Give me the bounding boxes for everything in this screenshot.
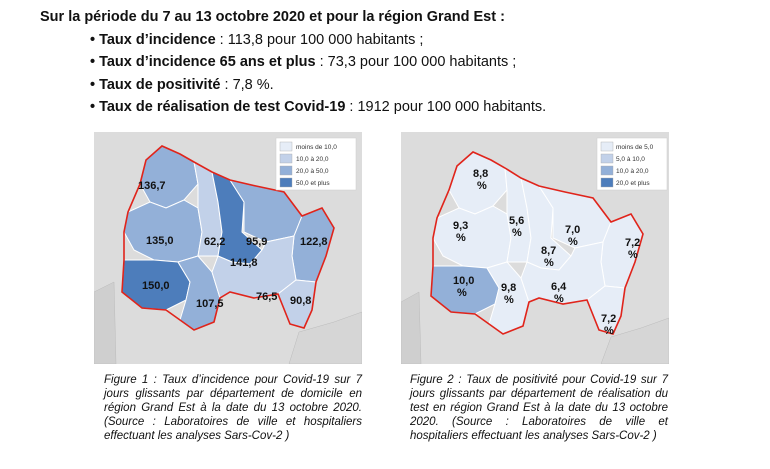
bullet-label: Taux de positivité [99, 76, 221, 93]
svg-text:%: % [604, 325, 614, 337]
bullet-text: : 1912 pour 100 000 habitants. [345, 99, 547, 115]
bullet-text: : 113,8 pour 100 000 habitants ; [215, 31, 424, 48]
value-label-vosges: 6,4% [551, 281, 567, 305]
value-label-meuse: 62,2 [204, 236, 225, 248]
list-item: • Taux de positivité : 7,8 %. [90, 74, 760, 97]
svg-text:%: % [554, 293, 564, 305]
incidence-map: moins de 10,0 10,0 à 20,0 20,0 à 50,0 50… [94, 132, 362, 364]
positivity-map: moins de 5,0 5,0 à 10,0 10,0 à 20,0 20,0… [401, 132, 669, 364]
value-label-ardennes: 8,8% [473, 168, 488, 192]
svg-text:%: % [477, 180, 487, 192]
bullet-label: Taux d’incidence 65 ans et plus [99, 54, 316, 70]
svg-text:%: % [457, 287, 467, 299]
svg-text:%: % [512, 227, 522, 239]
incidence-map-svg: moins de 10,0 10,0 à 20,0 20,0 à 50,0 50… [94, 132, 362, 364]
legend-label: moins de 5,0 [616, 144, 654, 151]
positivity-map-svg: moins de 5,0 5,0 à 10,0 10,0 à 20,0 20,0… [401, 132, 669, 364]
svg-text:9,8: 9,8 [501, 282, 516, 294]
legend-label: 20,0 et plus [616, 180, 650, 187]
legend-swatch [279, 141, 293, 152]
svg-text:5,6: 5,6 [509, 215, 524, 227]
legend-label: 5,0 à 10,0 [616, 156, 645, 163]
svg-text:7,2: 7,2 [625, 237, 640, 249]
svg-text:%: % [628, 249, 638, 261]
svg-text:8,8: 8,8 [473, 168, 488, 180]
value-label-moselle: 95,9 [246, 236, 267, 248]
svg-text:%: % [568, 236, 578, 248]
value-label-marne: 135,0 [146, 235, 174, 247]
figure-2-caption: Figure 2 : Taux de positivité pour Covid… [410, 374, 668, 442]
value-label-vosges: 76,5 [256, 291, 277, 303]
legend-label: 50,0 et plus [296, 180, 330, 187]
value-label-meurthe-et-moselle: 141,8 [230, 257, 258, 269]
svg-text:9,3: 9,3 [453, 220, 468, 232]
svg-text:6,4: 6,4 [551, 281, 567, 293]
bullet-text: : 7,8 %. [220, 76, 274, 93]
list-item: • Taux d’incidence 65 ans et plus : 73,3 … [90, 51, 760, 74]
value-label-aube: 10,0% [453, 275, 474, 299]
value-label-haut-rhin: 7,2% [601, 313, 616, 337]
value-label-haute-marne: 107,5 [196, 298, 224, 310]
bullet-icon: • [90, 99, 96, 115]
legend-label: 20,0 à 50,0 [296, 168, 329, 175]
bullet-icon: • [90, 31, 96, 48]
legend-swatch [279, 165, 293, 176]
svg-text:8,7: 8,7 [541, 245, 556, 257]
value-label-bas-rhin: 122,8 [300, 236, 328, 248]
value-label-meuse: 5,6% [509, 215, 524, 239]
summary-heading: Sur la période du 7 au 13 octobre 2020 e… [40, 9, 505, 25]
value-label-haute-marne: 9,8% [501, 282, 516, 306]
legend-label: 10,0 à 20,0 [296, 156, 329, 163]
figure-1-caption: Figure 1 : Taux d’incidence pour Covid-1… [104, 374, 362, 442]
svg-text:7,0: 7,0 [565, 224, 580, 236]
bullet-label: Taux d’incidence [99, 31, 216, 48]
legend-swatch [600, 153, 614, 164]
value-label-haut-rhin: 90,8 [290, 295, 311, 307]
summary-list: • Taux d’incidence : 113,8 pour 100 000 h… [40, 29, 760, 119]
legend-label: 10,0 à 20,0 [616, 168, 649, 175]
svg-text:%: % [544, 257, 554, 269]
bullet-text: : 73,3 pour 100 000 habitants ; [315, 54, 517, 70]
svg-text:%: % [456, 232, 466, 244]
value-label-ardennes: 136,7 [138, 180, 166, 192]
legend-swatch [600, 177, 614, 188]
value-label-bas-rhin: 7,2% [625, 237, 640, 261]
value-label-meurthe-et-moselle: 8,7% [541, 245, 556, 269]
legend-swatch [279, 177, 293, 188]
legend-swatch [600, 141, 614, 152]
bullet-icon: • [90, 54, 96, 70]
value-label-aube: 150,0 [142, 280, 170, 292]
svg-text:7,2: 7,2 [601, 313, 616, 325]
legend-swatch [279, 153, 293, 164]
bullet-icon: • [90, 76, 96, 93]
svg-text:%: % [504, 294, 514, 306]
value-label-moselle: 7,0% [565, 224, 580, 248]
legend-label: moins de 10,0 [296, 144, 337, 151]
list-item: • Taux de réalisation de test Covid-19 : … [90, 96, 760, 119]
summary-section: Sur la période du 7 au 13 octobre 2020 e… [40, 6, 760, 119]
bullet-label: Taux de réalisation de test Covid-19 [99, 99, 346, 115]
list-item: • Taux d’incidence : 113,8 pour 100 000 h… [90, 29, 760, 52]
svg-text:10,0: 10,0 [453, 275, 474, 287]
value-label-marne: 9,3% [453, 220, 468, 244]
legend-swatch [600, 165, 614, 176]
